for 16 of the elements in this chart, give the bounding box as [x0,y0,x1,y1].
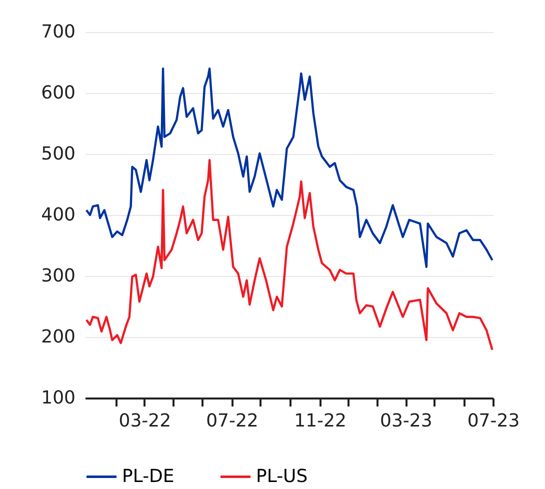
x-tick-label: 11-22 [294,410,346,432]
line-series [85,68,494,268]
legend-label: PL-DE [122,466,174,487]
y-tick-label: 600 [41,82,76,104]
y-tick-label: 500 [41,144,76,164]
x-tick-label: 07-22 [206,410,258,432]
line-series [85,159,494,351]
legend-label: PL-US [256,466,308,487]
y-tick-label: 400 [41,204,76,226]
y-tick-label: 200 [41,326,76,348]
x-tick-label: 07-23 [467,410,520,432]
x-tick-label: 03-23 [380,410,432,432]
y-tick-label: 300 [41,266,76,286]
x-tick-label: 03-22 [118,410,172,432]
y-tick-label: 700 [41,22,76,42]
y-tick-label: 100 [41,388,76,408]
